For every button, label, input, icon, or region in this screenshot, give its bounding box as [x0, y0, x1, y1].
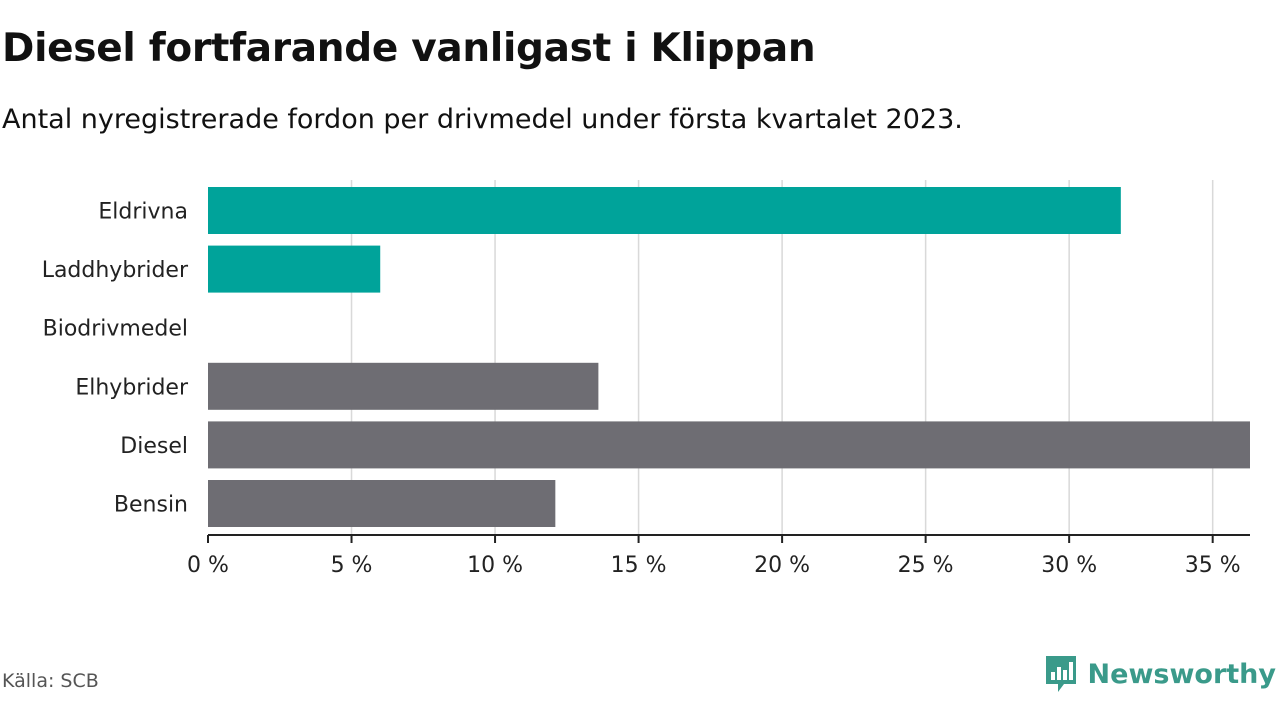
category-label: Biodrivmedel [43, 317, 188, 342]
brand-name: Newsworthy [1087, 658, 1276, 690]
category-label: Bensin [114, 493, 188, 518]
bar-chart: Eldrivna Laddhybrider Biodrivmedel Elhybrid… [42, 180, 1250, 578]
category-label: Elhybrider [75, 375, 189, 400]
bar-bensin [208, 480, 556, 527]
x-tick-label: 15 % [611, 553, 667, 578]
source-label: Källa: SCB [2, 670, 99, 692]
x-tick-label: 10 % [467, 553, 523, 578]
x-tick-label: 5 % [331, 553, 373, 578]
chart-title: Diesel fortfarande vanligast i Klippan [2, 26, 816, 71]
bar-eldrivna [208, 187, 1121, 234]
x-tick-label: 30 % [1041, 553, 1097, 578]
category-label: Diesel [120, 434, 188, 459]
x-tick-label: 0 % [187, 553, 229, 578]
category-label: Eldrivna [98, 200, 188, 225]
bar-diesel [208, 421, 1250, 469]
bar-elhybrider [208, 362, 599, 410]
x-tick-label: 25 % [898, 553, 954, 578]
bar-laddhybrider [208, 245, 381, 293]
x-tick-label: 20 % [754, 553, 810, 578]
newsworthy-logo-icon [1045, 656, 1076, 692]
brand-logo: Newsworthy [1044, 654, 1276, 694]
chart-subtitle: Antal nyregistrerade fordon per drivmede… [2, 104, 963, 135]
x-tick-label: 35 % [1185, 553, 1241, 578]
category-label: Laddhybrider [42, 258, 189, 283]
